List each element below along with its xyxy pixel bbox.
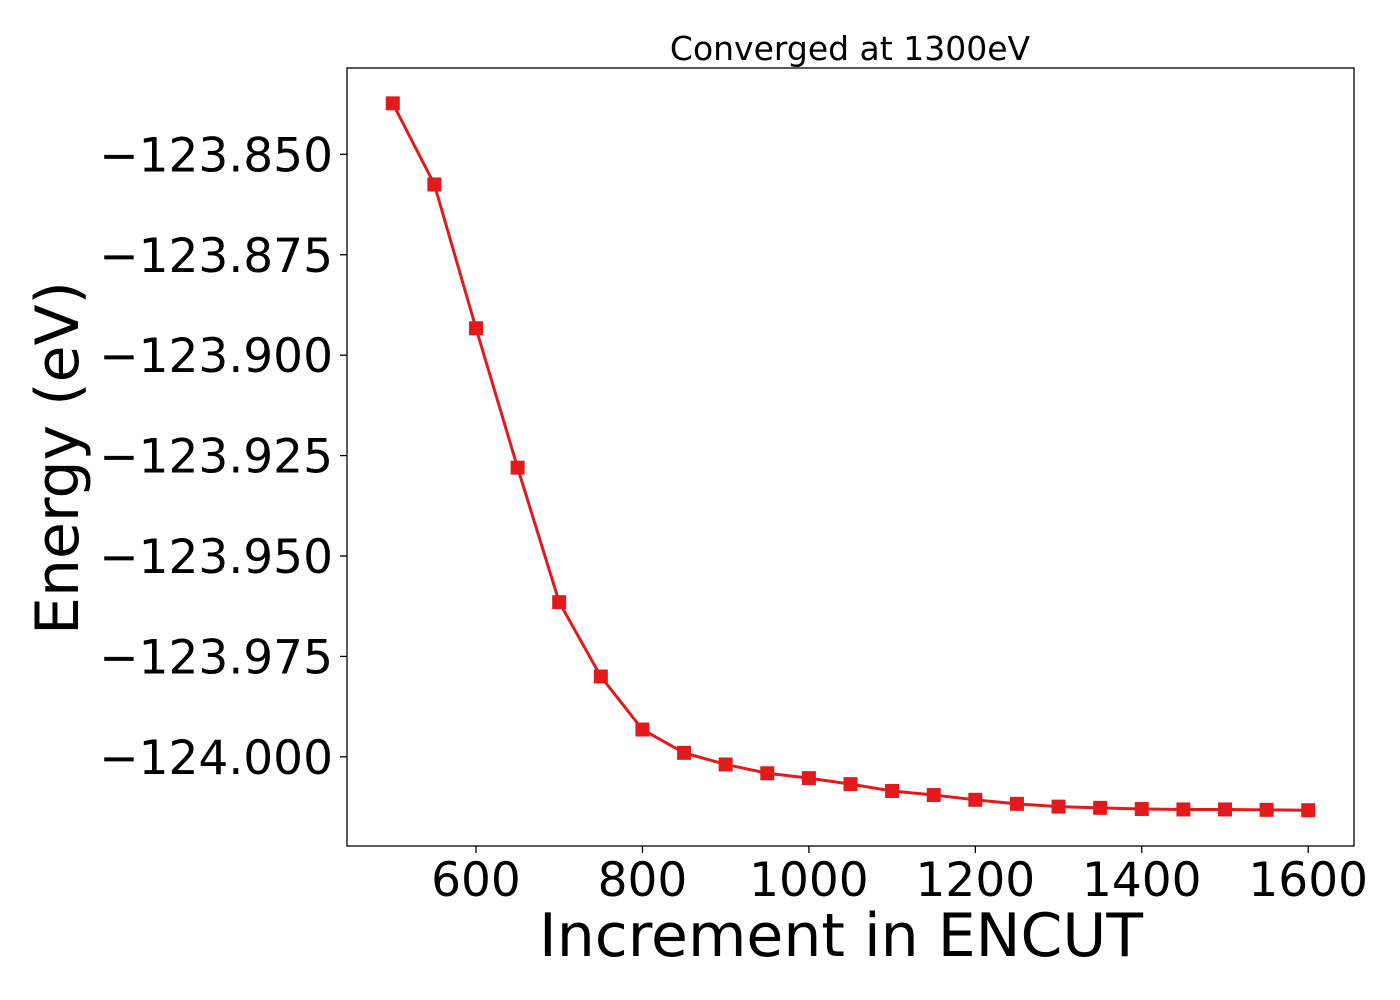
data-point-marker	[1259, 802, 1274, 817]
data-point-marker	[593, 669, 608, 684]
y-tick-label: −123.975	[99, 630, 333, 685]
data-point-marker	[1009, 796, 1024, 811]
y-tick-label: −123.900	[99, 329, 333, 384]
data-point-marker	[552, 595, 567, 610]
x-tick-label: 800	[598, 853, 688, 908]
data-point-marker	[1051, 799, 1066, 814]
data-point-marker	[635, 722, 650, 737]
data-point-marker	[1218, 802, 1233, 817]
x-tick-label: 1000	[749, 853, 869, 908]
data-point-marker	[1176, 802, 1191, 817]
x-axis-title: Increment in ENCUT	[539, 901, 1143, 971]
y-tick-label: −123.875	[99, 229, 333, 284]
data-point-marker	[885, 783, 900, 798]
y-axis-title: Energy (eV)	[23, 281, 93, 635]
data-point-marker	[1301, 803, 1316, 818]
data-point-marker	[427, 177, 442, 192]
data-point-marker	[718, 757, 733, 772]
data-point-marker	[760, 766, 775, 781]
x-tick-label: 1200	[916, 853, 1036, 908]
data-point-marker	[677, 745, 692, 760]
x-tick-label: 600	[431, 853, 521, 908]
data-series	[385, 96, 1316, 818]
y-tick-label: −123.850	[99, 128, 333, 183]
data-point-marker	[385, 96, 400, 111]
x-tick-label: 1400	[1082, 853, 1202, 908]
data-point-marker	[1093, 800, 1108, 815]
data-point-marker	[468, 321, 483, 336]
y-tick-label: −124.000	[99, 731, 333, 786]
plot-frame	[346, 67, 1355, 847]
data-point-marker	[926, 787, 941, 802]
data-point-marker	[843, 777, 858, 792]
y-tick-label: −123.950	[99, 530, 333, 585]
axis-ticks: 600 800 1000 1200 1400 1600 −123.850 −123.875 −1…	[99, 128, 1368, 908]
chart-title: Converged at 1300eV	[670, 29, 1031, 68]
data-point-marker	[1134, 802, 1149, 817]
data-point-marker	[968, 792, 983, 807]
y-tick-label: −123.925	[99, 430, 333, 485]
data-point-marker	[510, 460, 525, 475]
data-point-marker	[801, 771, 816, 786]
x-tick-label: 1600	[1248, 853, 1368, 908]
